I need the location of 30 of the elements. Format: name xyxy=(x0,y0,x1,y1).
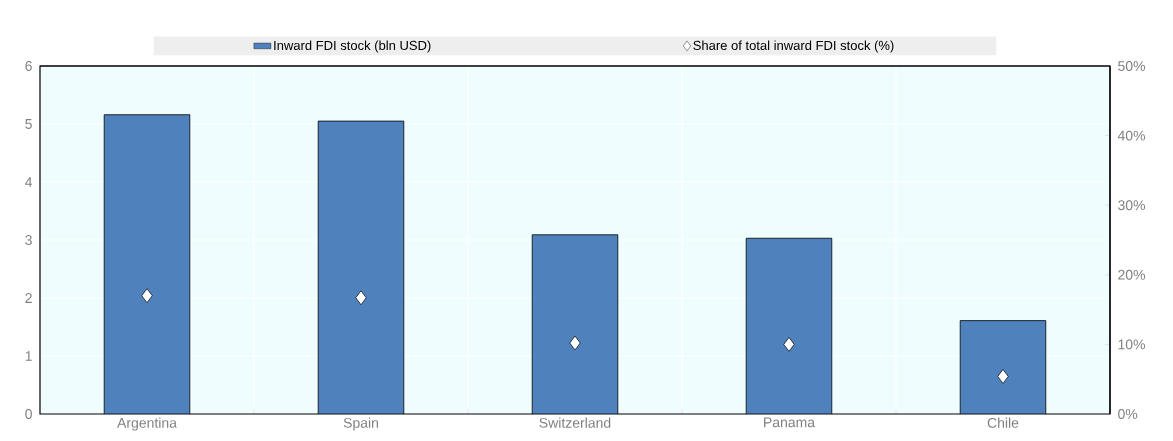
y-tick-label: 3 xyxy=(25,235,32,245)
legend-label: Share of total inward FDI stock (%) xyxy=(693,40,894,53)
bar xyxy=(103,114,191,414)
point xyxy=(141,288,153,303)
bar xyxy=(531,234,619,414)
legend-label: Inward FDI stock (bln USD) xyxy=(274,40,431,53)
y2-tick-label: 50% xyxy=(1118,61,1146,71)
point xyxy=(997,369,1009,384)
bar xyxy=(317,120,405,414)
bar xyxy=(745,237,833,414)
x-tick-label: Switzerland xyxy=(539,417,611,428)
x-tick-label: Argentina xyxy=(117,417,177,431)
y2-tick-label: 20% xyxy=(1118,269,1146,280)
point xyxy=(783,337,795,352)
y2-tick-label: 0% xyxy=(1118,409,1138,419)
y-tick-label: 2 xyxy=(25,293,32,303)
x-tick-label: Spain xyxy=(343,417,378,431)
point xyxy=(569,335,581,351)
y-tick-label: 4 xyxy=(25,177,33,187)
bar xyxy=(959,320,1047,414)
x-tick-label: Chile xyxy=(987,417,1019,428)
point xyxy=(355,290,367,306)
y-tick-label: 0 xyxy=(25,409,32,419)
y-tick-label: 5 xyxy=(25,119,32,129)
y2-tick-label: 30% xyxy=(1118,200,1146,211)
y-tick-label: 1 xyxy=(25,351,32,361)
y2-tick-label: 40% xyxy=(1117,130,1146,141)
y-tick-label: 6 xyxy=(25,61,32,71)
y2-tick-label: 10% xyxy=(1118,339,1146,350)
x-tick-label: Panama xyxy=(764,417,816,428)
